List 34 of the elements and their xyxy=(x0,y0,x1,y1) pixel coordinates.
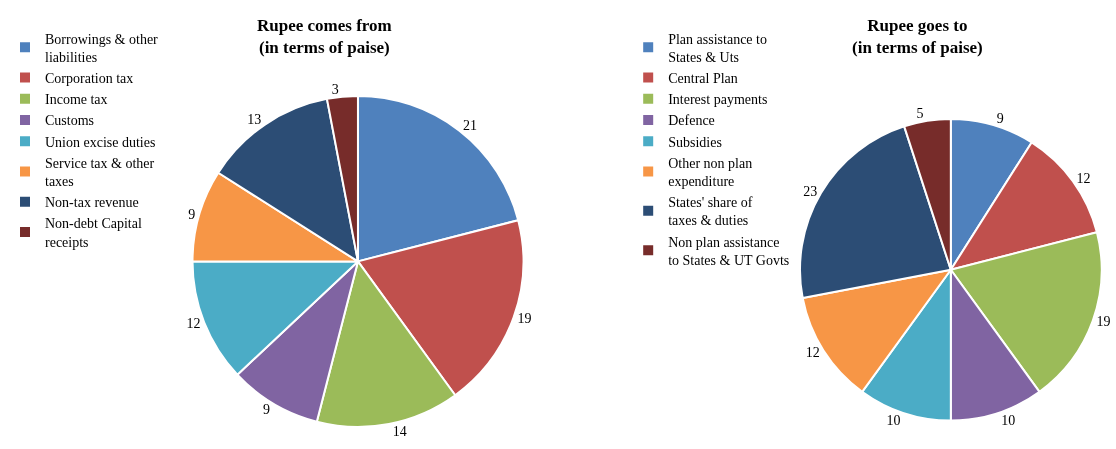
legend-label: Other non plan expenditure xyxy=(668,155,753,190)
legend-label: Service tax & other taxes xyxy=(45,155,155,190)
data-label: 12 xyxy=(1076,171,1091,187)
legend-label: Customs xyxy=(45,113,95,129)
chart-title: Rupee comes from (in terms of paise) xyxy=(257,16,392,58)
data-label: 9 xyxy=(188,207,196,223)
legend-label: Non-debt Capital receipts xyxy=(45,216,142,250)
data-label: 5 xyxy=(916,105,924,121)
legend-label: Subsidies xyxy=(668,134,722,150)
data-label: 12 xyxy=(186,315,201,331)
data-label: 13 xyxy=(247,111,262,127)
legend-label: Non plan assistance to States & UT Govts xyxy=(668,234,790,268)
chart-title: Rupee goes to (in terms of paise) xyxy=(852,16,983,58)
data-label: 19 xyxy=(517,310,532,326)
legend-label: Corporation tax xyxy=(45,71,134,87)
data-label: 19 xyxy=(1096,314,1111,330)
legend-label: Borrowings & other liabilities xyxy=(45,31,159,65)
data-label: 10 xyxy=(886,412,901,428)
legend-label: Non-tax revenue xyxy=(45,195,139,211)
legend-label: Income tax xyxy=(45,92,108,108)
legend-label: Interest payments xyxy=(668,92,768,108)
data-label: 14 xyxy=(392,423,407,439)
data-label: 23 xyxy=(803,183,818,199)
data-label: 10 xyxy=(1001,412,1016,428)
legend-label: Defence xyxy=(668,113,715,129)
legend-label: Central Plan xyxy=(668,71,738,87)
data-label: 12 xyxy=(805,345,820,361)
legend-label: Union excise duties xyxy=(45,134,156,150)
data-label: 9 xyxy=(996,110,1004,126)
legend-label: Plan assistance to States & Uts xyxy=(668,31,767,65)
data-label: 9 xyxy=(262,401,270,417)
data-label: 21 xyxy=(463,118,478,134)
legend-label: States' share of taxes & duties xyxy=(668,195,753,229)
data-label: 3 xyxy=(331,81,339,97)
